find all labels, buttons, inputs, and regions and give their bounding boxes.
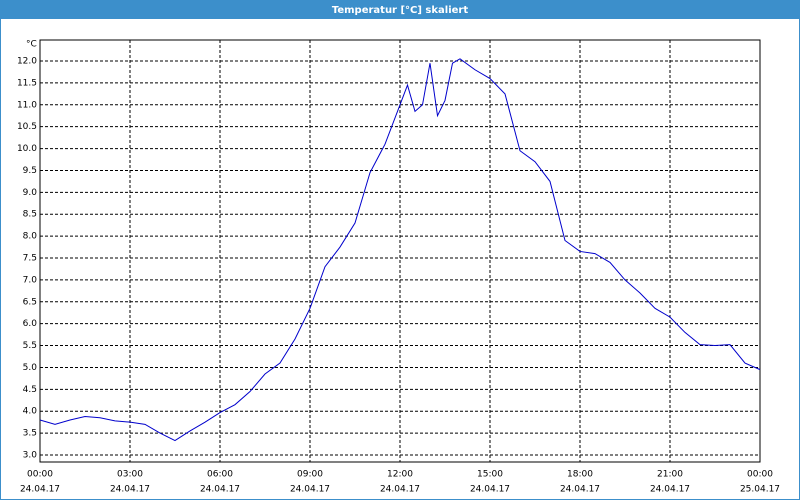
title-bar: [0, 0, 800, 19]
y-tick-label: 3.5: [23, 429, 37, 439]
x-tick-date: 24.04.17: [200, 485, 240, 495]
y-tick-label: 9.0: [23, 188, 38, 198]
y-tick-label: 6.0: [23, 319, 38, 329]
y-tick-label: 8.5: [23, 210, 37, 220]
x-tick-label: 21:00: [657, 470, 683, 480]
x-tick-date: 24.04.17: [650, 485, 690, 495]
data-line: [39, 58, 761, 442]
y-tick-label: 12.0: [17, 57, 37, 67]
x-tick-label: 00:00: [747, 470, 773, 480]
x-tick-date: 24.04.17: [290, 485, 330, 495]
x-tick-label: 18:00: [567, 470, 593, 480]
x-tick-date: 25.04.17: [740, 485, 780, 495]
x-tick-date: 24.04.17: [110, 485, 150, 495]
x-tick-label: 06:00: [207, 470, 233, 480]
x-tick-date: 24.04.17: [20, 485, 60, 495]
y-tick-label: 6.5: [23, 297, 37, 307]
x-tick-label: 03:00: [117, 470, 143, 480]
x-tick-label: 09:00: [297, 470, 323, 480]
y-tick-label: 4.0: [23, 407, 38, 417]
y-tick-label: 11.5: [17, 78, 37, 88]
y-tick-label: 5.5: [23, 341, 37, 351]
x-tick-date: 24.04.17: [380, 485, 420, 495]
y-tick-label: 3.0: [23, 450, 38, 460]
y-tick-label: 11.0: [17, 100, 37, 110]
x-tick-label: 15:00: [477, 470, 503, 480]
x-tick-date: 24.04.17: [560, 485, 600, 495]
y-tick-label: 10.0: [17, 144, 37, 154]
y-tick-label: 7.0: [23, 275, 38, 285]
x-tick-date: 24.04.17: [470, 485, 510, 495]
x-tick-label: 00:00: [27, 470, 53, 480]
y-tick-label: 9.5: [23, 166, 37, 176]
x-tick-label: 12:00: [387, 470, 413, 480]
y-tick-label: 8.0: [23, 232, 38, 242]
chart-title: Temperatur [°C] skaliert: [332, 5, 469, 16]
y-tick-label: 4.5: [23, 385, 37, 395]
y-tick-label: 7.5: [23, 254, 37, 264]
y-tick-label: 10.5: [17, 122, 37, 132]
y-axis-label: °C: [26, 40, 37, 50]
y-tick-label: 5.0: [23, 363, 38, 373]
